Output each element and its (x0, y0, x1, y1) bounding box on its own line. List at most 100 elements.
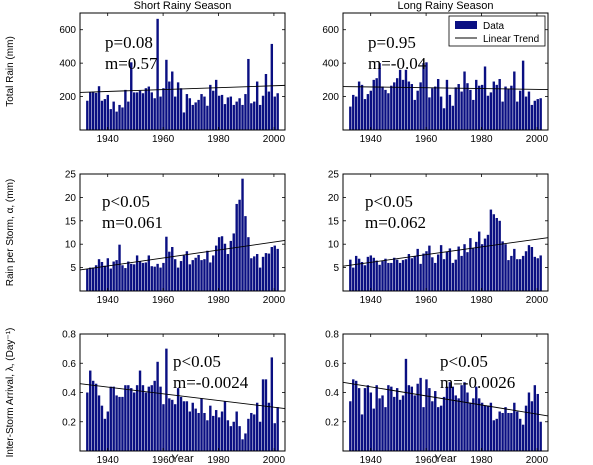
x-tick-label: 2000 (263, 455, 286, 465)
bar (395, 78, 399, 130)
bar (498, 411, 501, 451)
bar (442, 259, 446, 291)
bar (273, 96, 276, 130)
x-axis-label: Year (434, 453, 457, 465)
bar (168, 81, 171, 130)
bar (349, 106, 352, 130)
bar (264, 253, 268, 291)
bar (162, 262, 165, 291)
bar (516, 411, 519, 451)
bar (395, 388, 399, 451)
bar (238, 199, 241, 291)
bar (194, 257, 197, 291)
bar (100, 261, 104, 291)
bar (94, 92, 98, 130)
bar (393, 396, 396, 451)
bar (132, 392, 136, 451)
trend-line (342, 86, 549, 90)
bar (235, 101, 238, 130)
bar (475, 241, 478, 291)
bar (390, 262, 393, 291)
bar (483, 405, 487, 451)
bar (147, 255, 151, 291)
bar (466, 392, 469, 451)
bar (270, 247, 274, 291)
panel-total-rain-short: 1940 1960 1980 2000 200 400 600 Short Rainy Sea… (5, 0, 286, 145)
bar (375, 78, 378, 130)
bar (141, 385, 145, 451)
panel-inter-storm-arrival-short: 1940 1960 1980 2000 0.2 0.4 0.6 0.8 Inter-Storm … (5, 328, 286, 465)
bar (530, 247, 534, 291)
bar (439, 405, 443, 451)
bar (156, 361, 159, 451)
bar (407, 81, 411, 130)
bar (516, 101, 519, 130)
bar (86, 392, 89, 451)
bar (439, 245, 443, 291)
bar (416, 248, 419, 291)
bar (378, 264, 381, 291)
bar (130, 62, 133, 131)
bar (518, 90, 522, 130)
bar (203, 412, 206, 451)
bar (419, 82, 422, 130)
bar (255, 254, 259, 291)
bar (492, 81, 496, 130)
bar (200, 94, 203, 130)
bar (115, 111, 118, 130)
bar (395, 259, 399, 291)
bar (244, 216, 247, 291)
panel-rain-per-storm-short: 1940 1960 1980 2000 5 10 15 20 25 Rain per Storm,… (5, 170, 286, 306)
bar (226, 420, 230, 451)
bar (191, 104, 194, 130)
trend-line (79, 84, 286, 93)
bar (255, 81, 259, 130)
bar (261, 379, 265, 451)
bar (480, 244, 484, 291)
bar (513, 402, 516, 451)
bar (232, 233, 235, 291)
bar (130, 263, 133, 291)
x-tick-label: 1940 (360, 295, 383, 306)
bar (357, 258, 361, 291)
bar (352, 267, 355, 291)
bar (194, 102, 197, 130)
bar (454, 87, 457, 130)
bar (127, 261, 130, 291)
bar (466, 252, 469, 291)
bar (253, 414, 256, 451)
y-tick-label: 200 (322, 92, 339, 103)
bar (495, 217, 498, 291)
bar (422, 63, 425, 130)
bar (141, 93, 145, 130)
y-tick-label: 0.4 (325, 388, 339, 399)
y-tick-label: 0.6 (325, 359, 339, 370)
bar (171, 247, 174, 291)
bar (255, 402, 259, 451)
bar (354, 380, 358, 451)
x-tick-label: 1960 (415, 455, 438, 465)
bar (264, 74, 268, 130)
bar (241, 439, 244, 451)
bar (276, 93, 279, 130)
bar (442, 396, 446, 451)
bar (273, 245, 276, 291)
bar (352, 94, 355, 130)
bar (250, 412, 253, 451)
bar (191, 260, 194, 291)
bar (513, 71, 516, 130)
bar (182, 401, 186, 451)
y-tick-label: 400 (322, 59, 339, 70)
x-tick-label: 1980 (470, 134, 493, 145)
bar (416, 90, 419, 130)
bar (165, 348, 168, 452)
bar (200, 260, 203, 291)
bar (480, 402, 484, 451)
bar (156, 263, 159, 291)
bar (97, 86, 101, 130)
bar (477, 231, 481, 291)
x-tick-label: 2000 (263, 295, 286, 306)
bar (209, 405, 212, 451)
legend-label-trend: Linear Trend (483, 34, 539, 45)
